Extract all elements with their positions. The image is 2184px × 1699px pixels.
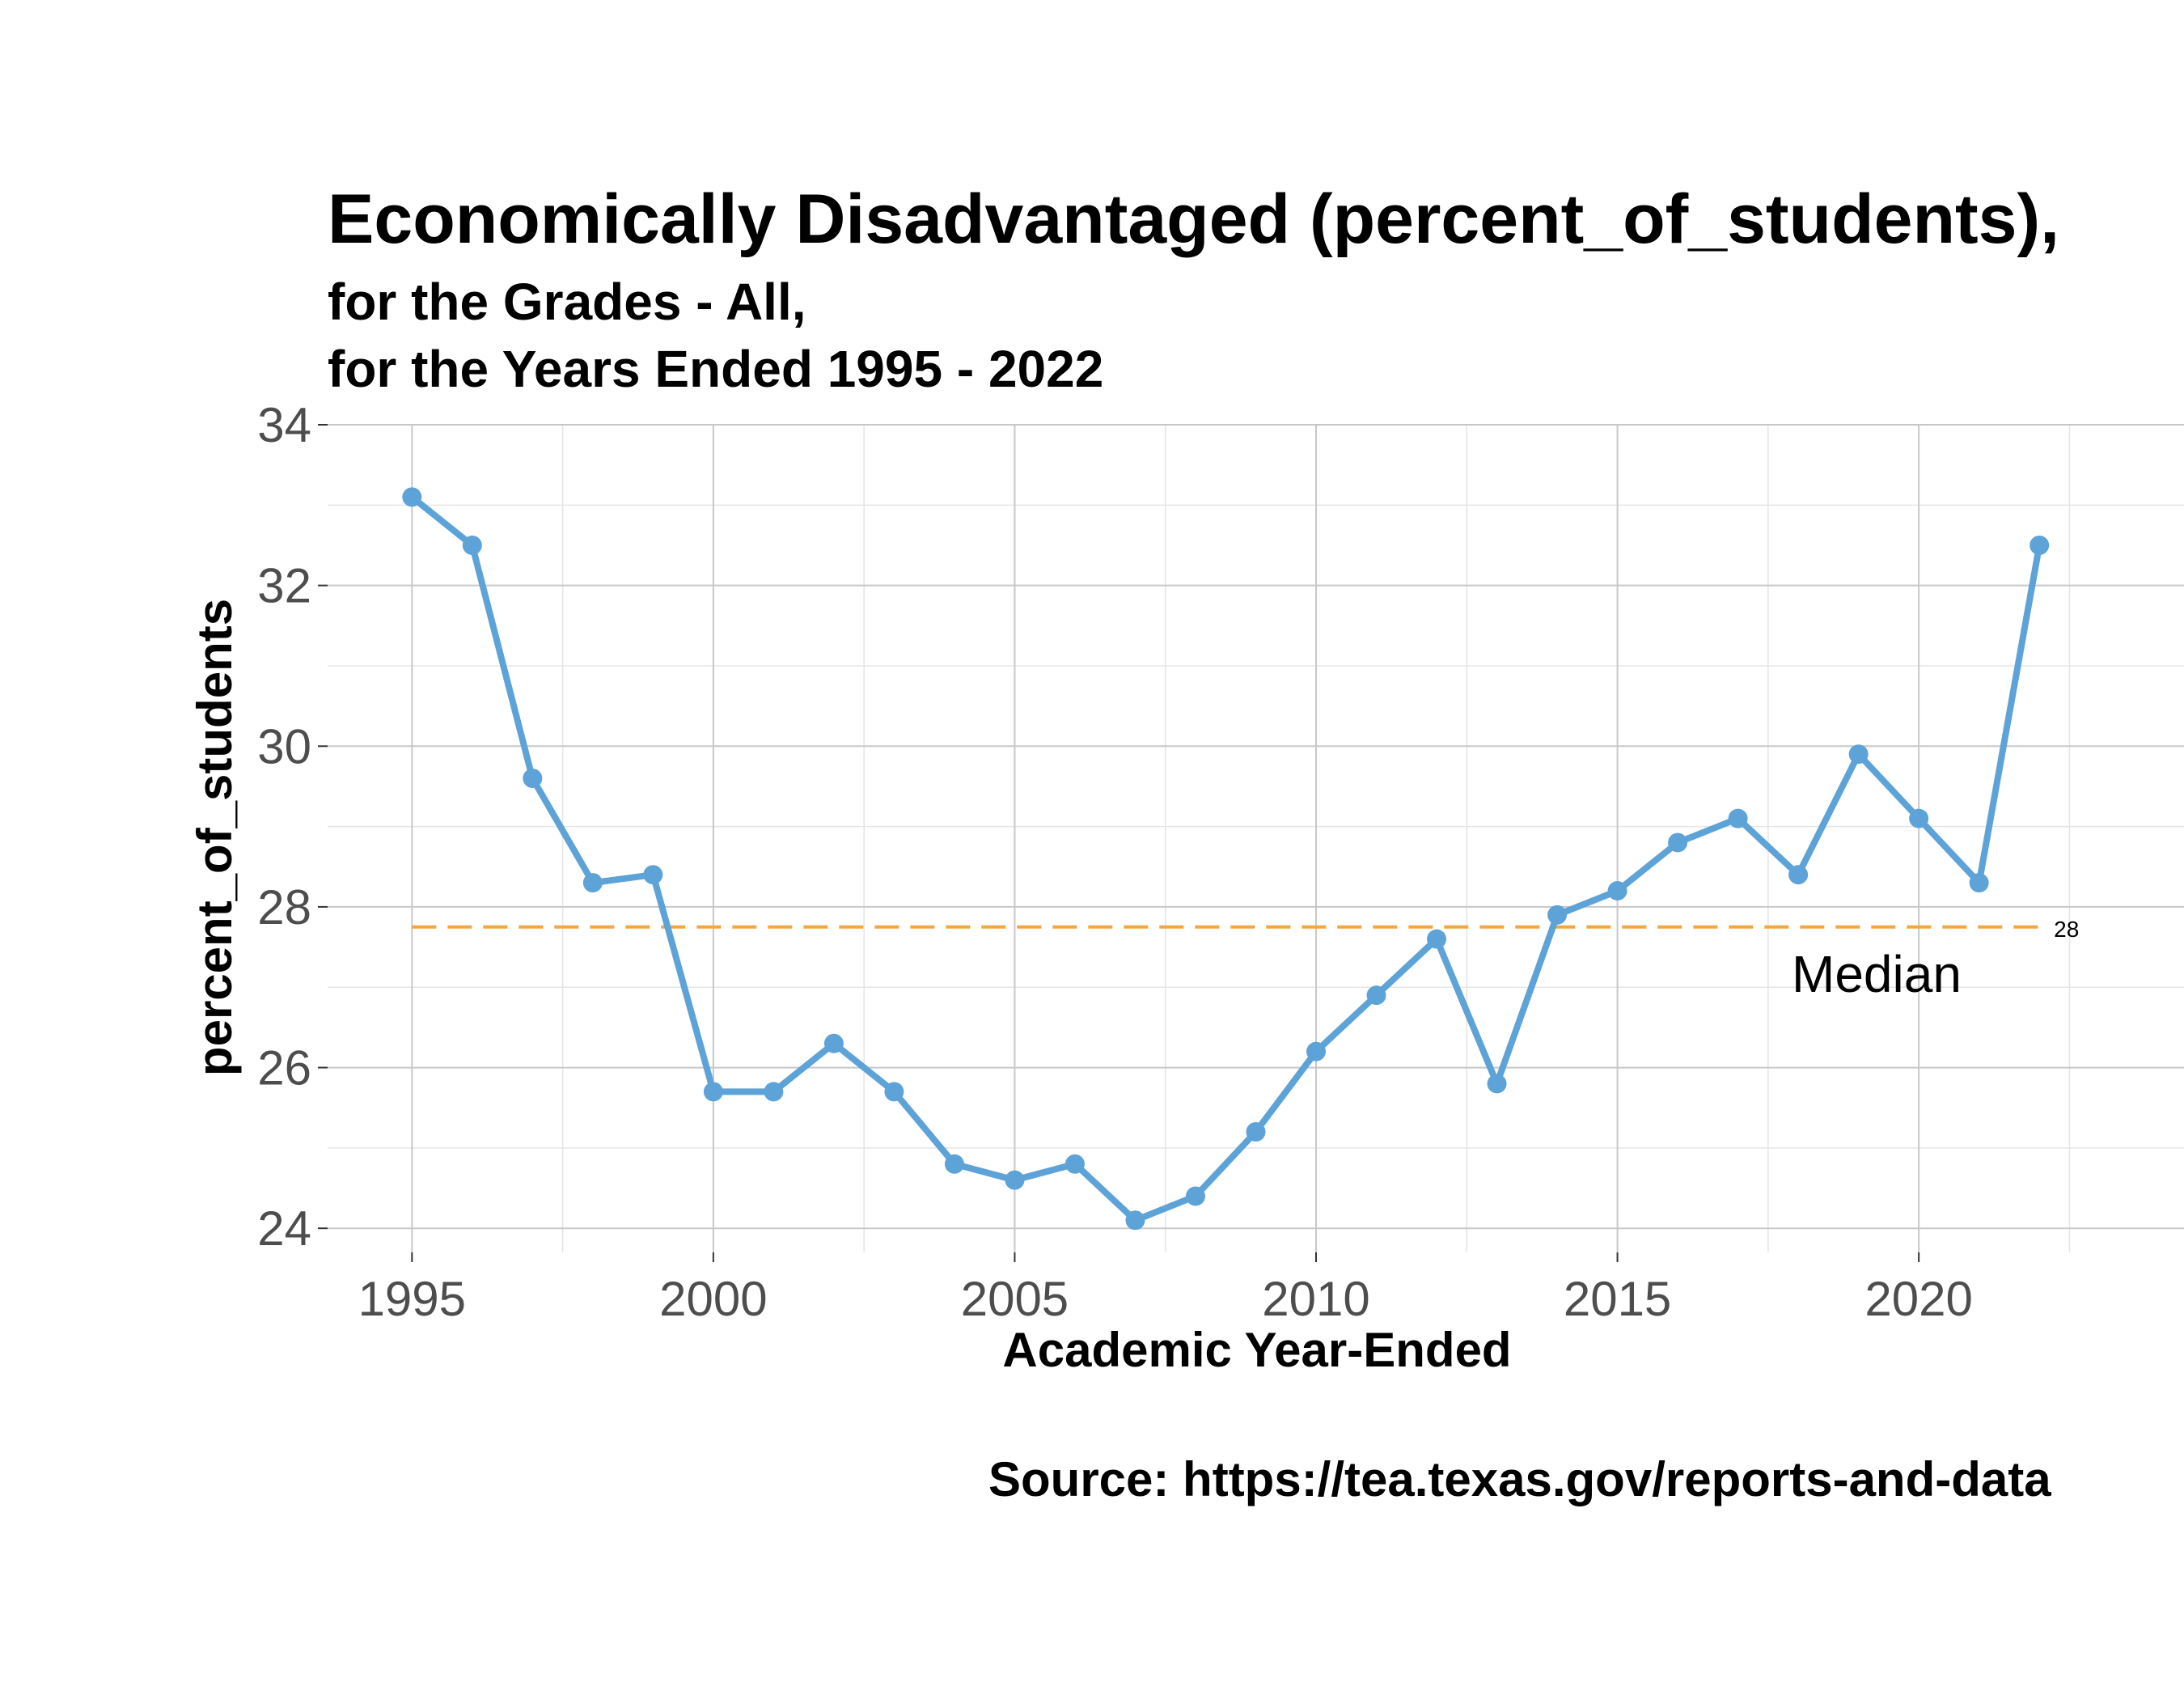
chart-title: Economically Disadvantaged (percent_of_s… bbox=[328, 180, 2059, 258]
data-point bbox=[1427, 929, 1447, 949]
data-point bbox=[1306, 1041, 1327, 1061]
data-point bbox=[1366, 985, 1386, 1006]
axis-ticks bbox=[318, 424, 1920, 1262]
data-point bbox=[462, 535, 482, 555]
x-tick-label: 2005 bbox=[961, 1272, 1069, 1326]
data-point bbox=[764, 1082, 784, 1102]
y-tick-label: 32 bbox=[257, 559, 311, 613]
x-tick-label: 1995 bbox=[358, 1272, 466, 1326]
data-point bbox=[1064, 1154, 1085, 1174]
data-point bbox=[884, 1082, 904, 1102]
data-point bbox=[823, 1033, 844, 1053]
data-point bbox=[1728, 808, 1748, 828]
y-axis-label: percent_of_students bbox=[188, 599, 242, 1076]
data-point bbox=[1668, 833, 1688, 853]
source-caption: Source: https://tea.texas.gov/reports-an… bbox=[988, 1452, 2051, 1506]
major-gridlines bbox=[328, 424, 2184, 1252]
data-point bbox=[703, 1082, 723, 1102]
data-point bbox=[523, 769, 543, 789]
series-line bbox=[408, 494, 2043, 1224]
median-layer: 28 Median bbox=[412, 917, 2079, 1003]
data-point bbox=[944, 1154, 964, 1174]
x-tick-label: 2010 bbox=[1262, 1272, 1369, 1326]
data-point bbox=[402, 487, 422, 507]
data-point bbox=[1848, 744, 1869, 765]
data-point bbox=[582, 873, 603, 893]
chart-subtitle-line-1: for the Grades - All, bbox=[328, 273, 806, 331]
y-tick-label: 28 bbox=[257, 880, 311, 934]
data-point bbox=[1909, 808, 1929, 828]
y-tick-label: 34 bbox=[257, 398, 311, 452]
data-point bbox=[1969, 873, 1989, 893]
data-point bbox=[1005, 1170, 1025, 1190]
x-axis-label: Academic Year-Ended bbox=[1002, 1323, 1511, 1377]
median-label: Median bbox=[1792, 945, 1962, 1003]
y-tick-labels: 24 26 28 30 32 34 bbox=[257, 398, 311, 1256]
median-value-label: 28 bbox=[2054, 917, 2079, 942]
x-tick-label: 2015 bbox=[1564, 1272, 1671, 1326]
x-tick-label: 2000 bbox=[659, 1272, 767, 1326]
data-point bbox=[643, 865, 663, 885]
x-tick-label: 2020 bbox=[1864, 1272, 1972, 1326]
data-point bbox=[1125, 1210, 1145, 1231]
chart-subtitle-line-2: for the Years Ended 1995 - 2022 bbox=[328, 340, 1103, 398]
y-tick-label: 26 bbox=[257, 1041, 311, 1095]
y-tick-label: 24 bbox=[257, 1201, 311, 1256]
data-point bbox=[1185, 1186, 1205, 1206]
data-point bbox=[1547, 905, 1568, 925]
x-tick-labels: 1995 2000 2005 2010 2015 2020 bbox=[358, 1272, 1973, 1326]
data-point bbox=[1246, 1122, 1266, 1142]
minor-gridlines bbox=[328, 425, 2184, 1252]
data-point bbox=[1788, 865, 1809, 885]
series-layer bbox=[402, 487, 2050, 1231]
data-point bbox=[1607, 881, 1627, 901]
data-point bbox=[1487, 1074, 1507, 1094]
data-point bbox=[2030, 535, 2050, 555]
y-tick-label: 30 bbox=[257, 719, 311, 773]
